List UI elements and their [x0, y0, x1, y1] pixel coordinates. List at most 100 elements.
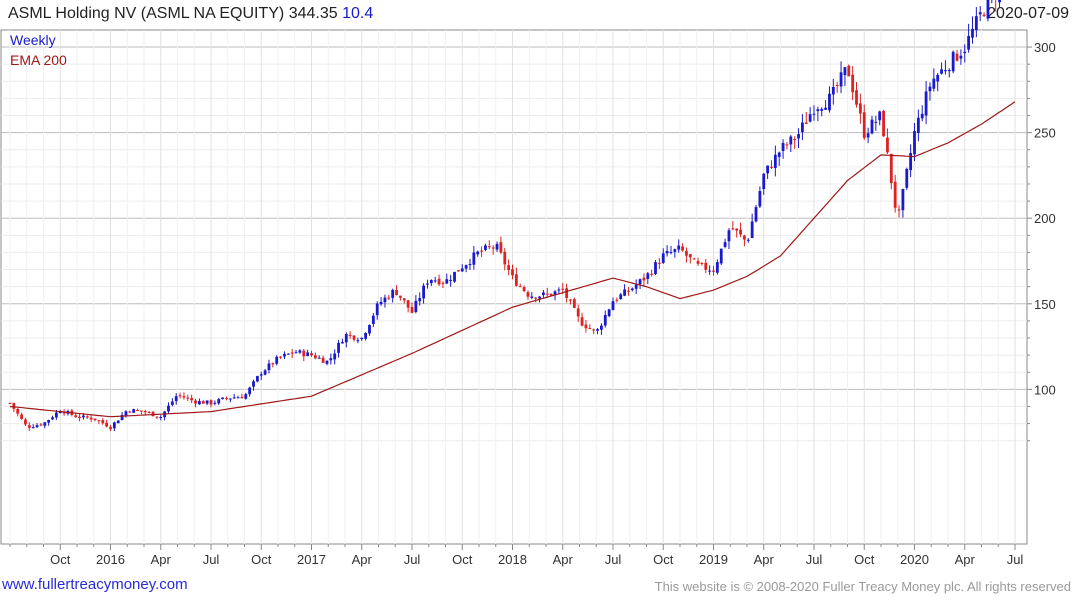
legend-weekly: Weekly: [10, 32, 56, 48]
candle-body: [294, 352, 298, 354]
candle-body: [410, 307, 414, 313]
candle-body: [155, 416, 159, 418]
candle-body: [963, 51, 967, 54]
x-tick-label: Oct: [653, 552, 674, 567]
candle-body: [642, 277, 646, 281]
candle-body: [758, 191, 762, 207]
candle-body: [51, 417, 54, 420]
candle-body: [356, 340, 360, 342]
candle-body: [201, 401, 205, 404]
candle-body: [290, 352, 294, 354]
candle-body: [673, 249, 677, 252]
candle-body: [93, 418, 97, 421]
candle-body: [472, 252, 476, 265]
candle-body: [835, 84, 839, 87]
candle-body: [174, 396, 178, 402]
candle-body: [650, 273, 654, 275]
candle-body: [429, 279, 433, 284]
candle-body: [159, 416, 163, 418]
candle-body: [889, 153, 893, 184]
candle-body: [727, 230, 731, 242]
candle-body: [847, 65, 851, 77]
x-tick-label: Oct: [452, 552, 473, 567]
candle-body: [731, 228, 735, 230]
candle-body: [74, 415, 78, 418]
candle-body: [140, 410, 143, 412]
candle-body: [337, 342, 340, 353]
x-tick-label: Apr: [151, 552, 172, 567]
candle-body: [194, 400, 197, 404]
candle-body: [225, 398, 228, 400]
candle-body: [348, 334, 352, 336]
candle-body: [248, 387, 252, 395]
x-tick-label: 2018: [498, 552, 527, 567]
candle-body: [39, 424, 43, 426]
chart-date: 2020-07-09: [987, 5, 1069, 22]
candle-body: [267, 363, 271, 371]
candle-body: [464, 265, 468, 269]
candle-body: [866, 133, 870, 138]
candle-body: [82, 415, 85, 418]
candle-body: [777, 152, 781, 157]
candle-body: [685, 250, 688, 256]
candle-body: [514, 274, 518, 286]
candle-body: [507, 265, 511, 271]
candle-body: [518, 286, 522, 288]
x-tick-label: Oct: [854, 552, 875, 567]
candle-body: [986, 0, 990, 19]
website-link[interactable]: www.fullertreacymoney.com: [2, 576, 188, 593]
candle-body: [511, 269, 514, 276]
candle-body: [190, 398, 194, 401]
candle-body: [754, 207, 758, 222]
candle-body: [665, 250, 669, 254]
candle-body: [897, 209, 901, 211]
candle-body: [101, 420, 105, 424]
candle-body: [657, 262, 661, 264]
candle-body: [600, 325, 603, 330]
candle-body: [306, 352, 310, 357]
candle-body: [916, 117, 920, 134]
candle-body: [793, 138, 797, 141]
candle-body: [526, 292, 530, 297]
candle-body: [414, 300, 418, 312]
candle-body: [47, 419, 51, 423]
candle-body: [109, 427, 112, 429]
candle-body: [534, 297, 538, 299]
candle-body: [978, 12, 982, 15]
candle-body: [719, 248, 723, 264]
candle-body: [700, 262, 704, 264]
candle-body: [128, 411, 132, 413]
candle-body: [491, 247, 495, 249]
candle-body: [704, 262, 708, 270]
x-tick-label: 2020: [900, 552, 929, 567]
candle-body: [279, 356, 282, 358]
candle-body: [743, 235, 746, 240]
candle-body: [789, 136, 793, 145]
candle-body: [426, 283, 429, 285]
candle-body: [27, 425, 31, 428]
candle-body: [62, 411, 66, 414]
candle-body: [928, 86, 932, 92]
candle-body: [147, 411, 151, 413]
candle-body: [630, 288, 634, 291]
candle-body: [170, 401, 174, 405]
candle-body: [561, 288, 565, 290]
candle-body: [383, 297, 387, 303]
candle-body: [205, 400, 209, 404]
candle-body: [858, 103, 862, 114]
candle-body: [89, 417, 93, 420]
candle-body: [344, 333, 348, 343]
candle-body: [437, 278, 441, 285]
candle-body: [615, 299, 619, 301]
x-tick-label: Oct: [50, 552, 71, 567]
candle-body: [920, 113, 924, 119]
candle-body: [781, 143, 785, 151]
candle-body: [851, 74, 855, 93]
candle-body: [549, 293, 553, 296]
candle-body: [955, 53, 959, 61]
candle-body: [750, 221, 754, 239]
candle-body: [542, 292, 545, 296]
candle-body: [576, 308, 580, 317]
candle-body: [271, 363, 275, 365]
candle-body: [974, 16, 978, 30]
